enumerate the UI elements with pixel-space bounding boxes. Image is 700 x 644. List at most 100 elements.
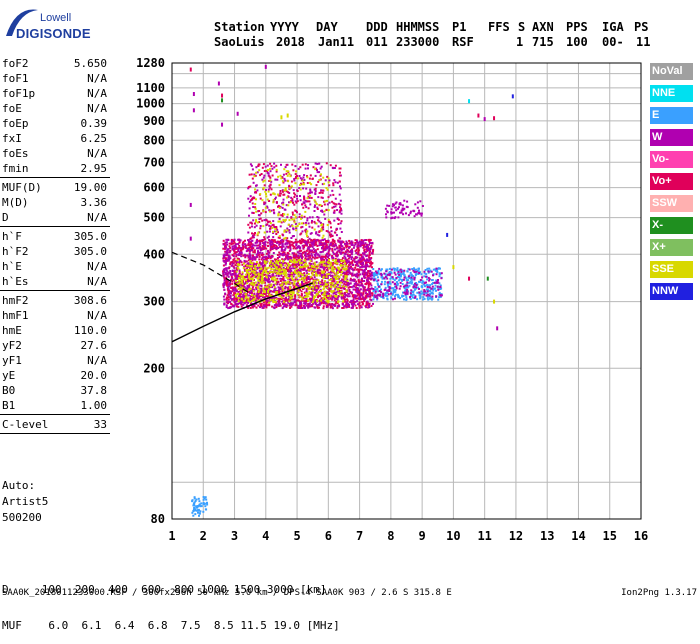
echo-point (356, 241, 358, 243)
echo-point (249, 262, 251, 264)
echo-point (227, 239, 229, 241)
echo-point (304, 303, 306, 305)
echo-point (438, 267, 440, 269)
echo-point (239, 274, 241, 276)
echo-point (371, 305, 373, 307)
echo-point (327, 248, 329, 250)
echo-point (259, 256, 261, 258)
echo-point (306, 274, 308, 276)
echo-point (292, 202, 294, 204)
echo-point (390, 283, 392, 285)
echo-point (266, 267, 268, 269)
echo-point (437, 299, 439, 301)
echo-point (288, 274, 290, 276)
echo-point (253, 234, 255, 236)
echo-point (329, 248, 331, 250)
echo-point (342, 293, 344, 295)
echo-point (229, 251, 231, 253)
y-tick-label: 700 (143, 155, 165, 169)
echo-point (254, 263, 256, 265)
echo-point (287, 252, 289, 254)
echo-point (261, 274, 263, 276)
echo-point (314, 199, 316, 201)
echo-point (304, 260, 306, 262)
echo-point (263, 163, 265, 165)
echo-point (313, 284, 315, 286)
echo-point (267, 273, 269, 275)
echo-point (306, 296, 308, 298)
echo-point (334, 244, 336, 246)
echo-point (251, 271, 253, 273)
echo-point (252, 307, 254, 309)
echo-point (294, 165, 296, 167)
echo-point (223, 265, 225, 267)
echo-point (365, 251, 367, 253)
echo-point (279, 287, 281, 289)
echo-point (356, 289, 358, 291)
x-tick-label: 13 (540, 529, 554, 543)
echo-point (295, 170, 297, 172)
echo-point (317, 304, 319, 306)
echo-point (252, 278, 254, 280)
echo-point (272, 277, 274, 279)
echo-point (258, 214, 260, 216)
echo-point (254, 265, 256, 267)
echo-point (290, 201, 292, 203)
echo-point (245, 279, 247, 281)
echo-point (245, 255, 247, 257)
echo-point (258, 210, 260, 212)
x-tick-label: 9 (419, 529, 426, 543)
echo-point (283, 213, 285, 215)
echo-point (301, 264, 303, 266)
x-tick-label: 7 (356, 529, 363, 543)
echo-point (327, 261, 329, 263)
echo-point (287, 175, 289, 177)
echo-point (323, 271, 325, 273)
echo-point (256, 225, 258, 227)
echo-point (250, 268, 252, 270)
echo-point (251, 173, 253, 175)
echo-point (264, 260, 266, 262)
echo-point (378, 268, 380, 270)
echo-point (333, 179, 335, 181)
echo-point (289, 175, 291, 177)
echo-point (354, 267, 356, 269)
echo-point (299, 266, 301, 268)
echo-point (290, 249, 292, 251)
echo-point (331, 235, 333, 237)
echo-point (244, 302, 246, 304)
echo-point (302, 187, 304, 189)
x-tick-label: 14 (571, 529, 585, 543)
echo-point (370, 299, 372, 301)
echo-point (312, 290, 314, 292)
echo-point (241, 252, 243, 254)
echo-point (341, 220, 343, 222)
echo-point (326, 259, 328, 261)
echo-point (310, 286, 312, 288)
echo-point (418, 292, 420, 294)
echo-point (295, 226, 297, 228)
echo-point (303, 280, 305, 282)
echo-point (385, 276, 387, 278)
echo-point (250, 307, 252, 309)
echo-point (248, 241, 250, 243)
echo-point (299, 175, 301, 177)
echo-point (326, 187, 328, 189)
echo-point (298, 223, 300, 225)
echo-point (398, 271, 400, 273)
echo-point (339, 240, 341, 242)
echo-point (334, 295, 336, 297)
echo-point (411, 277, 413, 279)
echo-point (366, 245, 368, 247)
echo-point (289, 232, 291, 234)
echo-point (397, 294, 399, 296)
echo-point (270, 299, 272, 301)
echo-point (308, 222, 310, 224)
echo-point (300, 189, 302, 191)
echo-point (361, 301, 363, 303)
echo-point (353, 247, 355, 249)
echo-point (238, 261, 240, 263)
echo-point (265, 263, 267, 265)
echo-point (233, 253, 235, 255)
echo-point (282, 249, 284, 251)
